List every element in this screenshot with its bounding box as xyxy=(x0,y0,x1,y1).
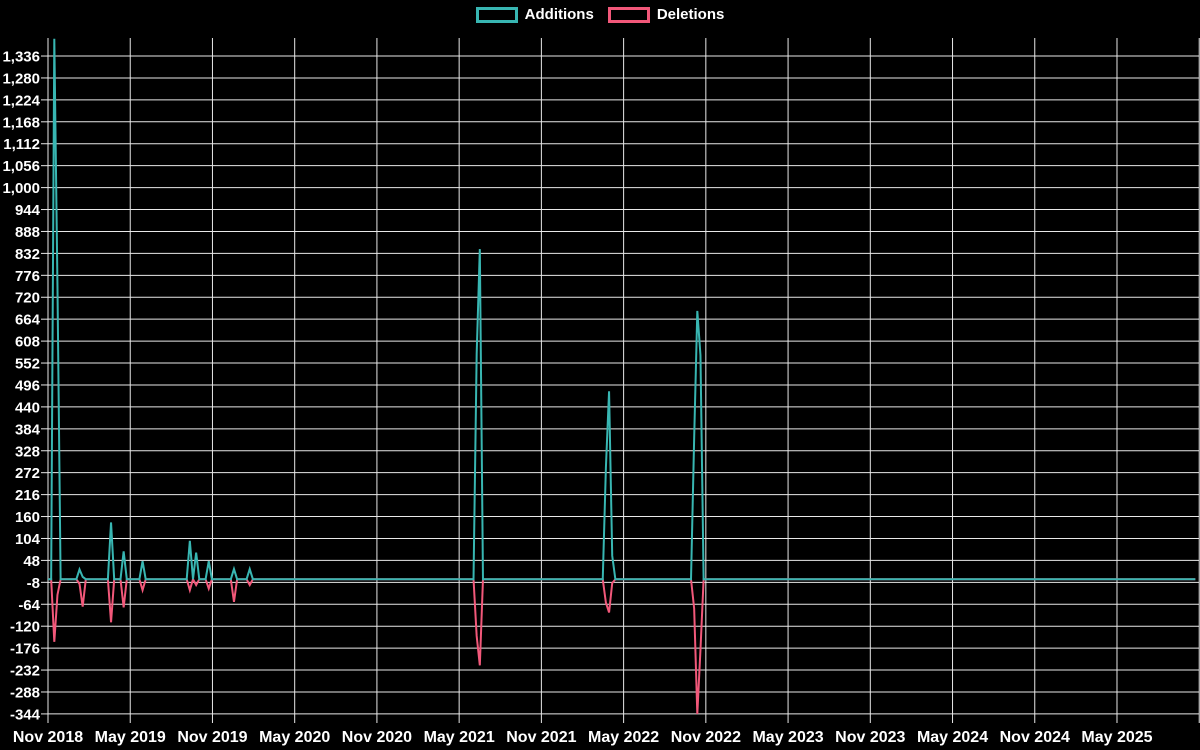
x-tick-label: May 2022 xyxy=(588,729,659,746)
y-tick-label: 1,336 xyxy=(2,49,40,66)
additions-swatch-icon xyxy=(475,7,518,23)
y-tick-label: 104 xyxy=(15,531,41,548)
y-tick-label: 272 xyxy=(15,465,40,482)
legend-item-additions[interactable]: Additions xyxy=(475,6,594,23)
y-tick-label: -120 xyxy=(10,619,40,636)
x-tick-label: May 2020 xyxy=(259,729,330,746)
x-tick-label: Nov 2019 xyxy=(177,729,247,746)
legend-label-deletions: Deletions xyxy=(656,6,725,23)
y-tick-label: 1,224 xyxy=(2,92,40,109)
x-tick-label: Nov 2023 xyxy=(835,729,905,746)
y-tick-label: 384 xyxy=(15,421,41,438)
y-tick-label: 832 xyxy=(15,246,40,263)
y-tick-label: 496 xyxy=(15,377,40,394)
y-tick-label: 720 xyxy=(15,290,40,307)
y-tick-label: 944 xyxy=(15,202,41,219)
y-tick-label: -344 xyxy=(10,706,41,723)
x-tick-label: Nov 2024 xyxy=(1000,729,1070,746)
y-tick-label: 776 xyxy=(15,268,40,285)
y-tick-label: 1,280 xyxy=(2,70,40,87)
x-tick-label: May 2021 xyxy=(424,729,495,746)
y-tick-label: 1,056 xyxy=(2,158,40,175)
y-tick-label: 1,000 xyxy=(2,180,40,197)
y-tick-label: -288 xyxy=(10,684,40,701)
y-tick-label: 552 xyxy=(15,356,40,373)
legend-item-deletions[interactable]: Deletions xyxy=(607,6,725,23)
additions-line xyxy=(48,38,1196,581)
x-tick-label: May 2024 xyxy=(917,729,988,746)
x-tick-label: Nov 2020 xyxy=(342,729,412,746)
y-tick-label: 160 xyxy=(15,509,40,526)
x-tick-label: May 2025 xyxy=(1081,729,1152,746)
y-tick-label: 608 xyxy=(15,334,40,351)
y-tick-label: -232 xyxy=(10,663,40,680)
chart-legend: Additions Deletions xyxy=(0,7,1200,23)
legend-label-additions: Additions xyxy=(524,6,594,23)
y-tick-label: -64 xyxy=(18,597,40,614)
y-tick-label: 664 xyxy=(15,312,41,329)
x-tick-label: May 2019 xyxy=(95,729,166,746)
deletions-swatch-icon xyxy=(607,7,650,23)
y-tick-label: -8 xyxy=(27,575,40,592)
x-tick-label: May 2023 xyxy=(752,729,823,746)
y-tick-label: 1,112 xyxy=(3,136,40,153)
x-tick-label: Nov 2021 xyxy=(506,729,576,746)
y-tick-label: -176 xyxy=(10,641,40,658)
y-tick-label: 216 xyxy=(15,487,40,504)
y-tick-label: 48 xyxy=(23,553,40,570)
y-tick-label: 1,168 xyxy=(2,114,40,131)
x-tick-label: Nov 2022 xyxy=(671,729,741,746)
deletions-line xyxy=(48,576,1196,714)
y-tick-label: 888 xyxy=(15,224,40,241)
x-tick-label: Nov 2018 xyxy=(13,729,83,746)
y-tick-label: 328 xyxy=(15,443,40,460)
y-tick-label: 440 xyxy=(15,399,40,416)
